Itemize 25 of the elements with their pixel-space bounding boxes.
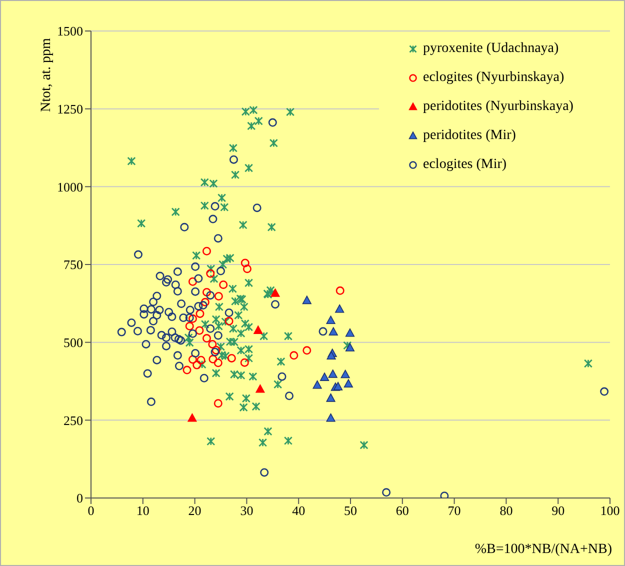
- x-tick-label: 50: [344, 503, 357, 518]
- legend-label: eclogites (Nyurbinskaya): [423, 70, 564, 86]
- y-axis-title: Ntot, at. ppm: [39, 38, 55, 112]
- y-tick-label: 750: [64, 257, 83, 272]
- x-tick-label: 60: [396, 503, 409, 518]
- x-tick-label: 70: [448, 503, 461, 518]
- y-tick-label: 1250: [57, 101, 83, 116]
- y-tick-label: 0: [76, 490, 83, 506]
- x-tick-label: 0: [88, 503, 94, 518]
- x-tick-label: 30: [240, 503, 254, 518]
- x-tick-label: 20: [188, 503, 202, 518]
- legend-label: peridotites (Mir): [423, 128, 516, 144]
- legend-label: eclogites (Mir): [423, 156, 507, 172]
- x-tick-label: 10: [136, 503, 150, 518]
- x-tick-label: 40: [292, 503, 306, 518]
- y-tick-label: 500: [64, 334, 83, 350]
- y-tick-label: 250: [64, 412, 83, 428]
- y-tick-label: 1500: [57, 24, 83, 39]
- legend-label: pyroxenite (Udachnaya): [423, 40, 559, 56]
- x-axis-title: %B=100*NB/(NA+NB): [474, 542, 612, 558]
- x-tick-label: 100: [600, 503, 620, 518]
- x-tick-label: 90: [552, 503, 565, 518]
- x-tick-label: 80: [500, 503, 513, 518]
- legend-label: peridotites (Nyurbinskaya): [423, 98, 574, 114]
- y-tick-label: 1000: [57, 179, 83, 194]
